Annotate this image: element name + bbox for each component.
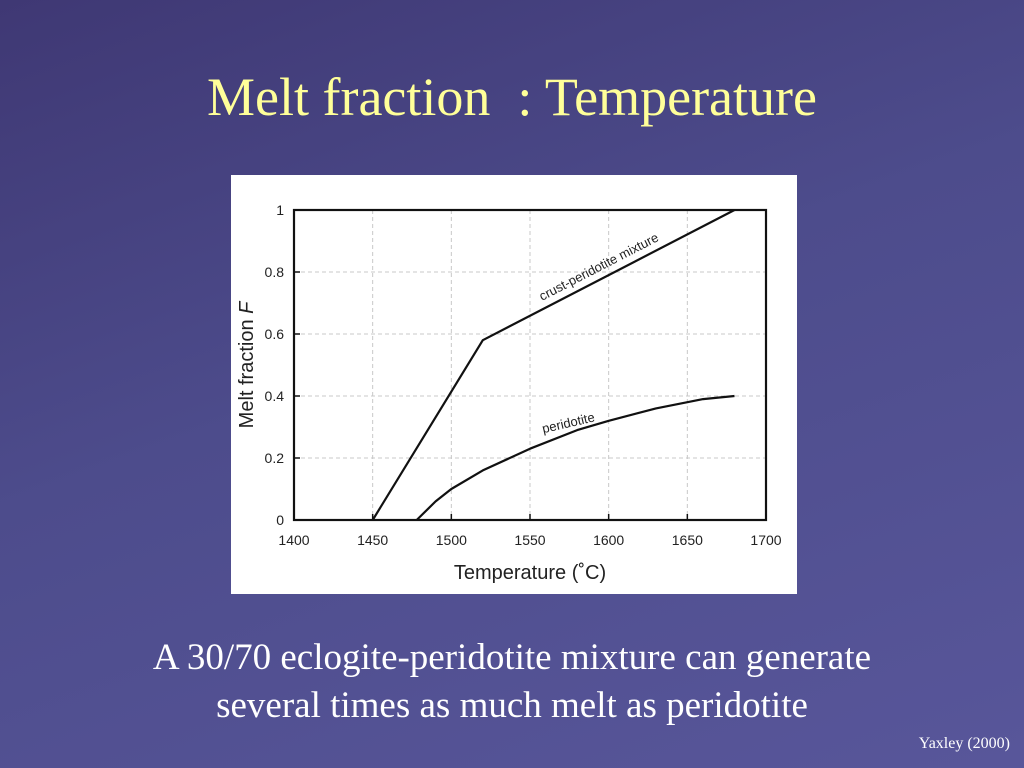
chart-ticks: 1400 1450 1500 1550 1600 1650 1700 0 0.2 0.4 0.6 0.…	[265, 202, 782, 548]
caption-line-2: several times as much melt as peridotite	[216, 685, 808, 726]
x-tick-label: 1450	[357, 532, 388, 548]
y-axis-label-symbol: F	[236, 300, 258, 314]
slide-caption: A 30/70 eclogite-peridotite mixture can …	[0, 634, 1024, 730]
y-tick-label: 0.4	[265, 388, 285, 404]
slide-title: Melt fraction : Temperature	[207, 67, 817, 127]
x-tick-label: 1400	[278, 532, 309, 548]
y-tick-label: 0.2	[265, 450, 285, 466]
series-line-1	[371, 209, 736, 521]
chart-series	[371, 209, 736, 521]
x-tick-label: 1550	[514, 532, 545, 548]
series-label-peridotite: peridotite	[541, 409, 596, 436]
chart-panel: 1400 1450 1500 1550 1600 1650 1700 0 0.2 0.4 0.6 0.…	[231, 175, 797, 594]
melt-fraction-chart: 1400 1450 1500 1550 1600 1650 1700 0 0.2 0.4 0.6 0.…	[236, 202, 782, 584]
x-axis-label: Temperature (˚C)	[454, 562, 606, 584]
x-tick-label: 1600	[593, 532, 624, 548]
chart-grid	[294, 210, 766, 520]
y-tick-label: 0.6	[265, 326, 285, 342]
y-axis-label: Melt fraction F	[236, 300, 258, 428]
x-tick-label: 1650	[672, 532, 703, 548]
y-tick-label: 1	[276, 202, 284, 218]
series-label-crust-peridotite-mixture: crust-peridotite mixture	[537, 230, 661, 304]
y-tick-label: 0	[276, 512, 284, 528]
y-axis-label-text: Melt fraction	[236, 314, 258, 428]
chart-labels: Temperature (˚C)Melt fraction Fcrust-per…	[236, 230, 661, 584]
caption-line-1: A 30/70 eclogite-peridotite mixture can …	[152, 637, 872, 678]
x-tick-label: 1700	[750, 532, 781, 548]
series-line-2	[415, 394, 735, 521]
y-tick-label: 0.8	[265, 264, 285, 280]
citation-credit: Yaxley (2000)	[918, 735, 1010, 752]
x-tick-label: 1500	[436, 532, 467, 548]
